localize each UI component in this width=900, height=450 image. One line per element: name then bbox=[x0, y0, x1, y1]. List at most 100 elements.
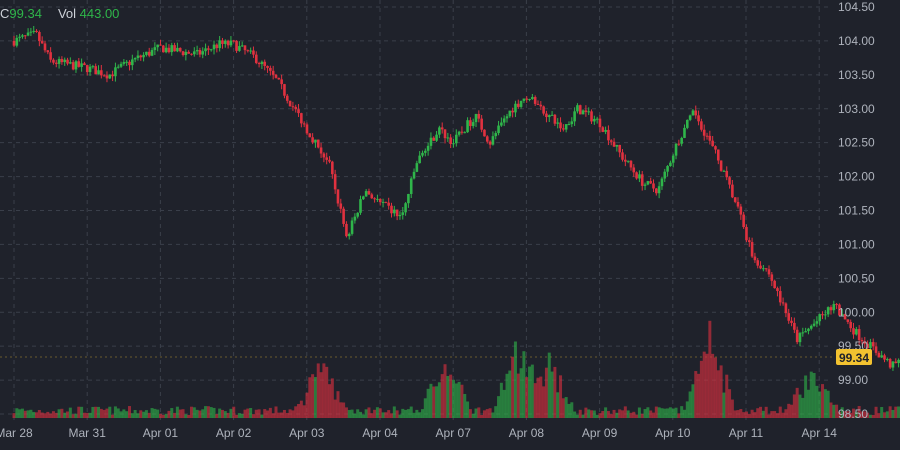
volume-bar bbox=[725, 375, 728, 418]
volume-bar bbox=[210, 407, 213, 418]
volume-bar bbox=[260, 415, 263, 418]
candle-body bbox=[148, 52, 151, 56]
volume-bar bbox=[269, 408, 272, 418]
candle-body bbox=[832, 304, 835, 310]
candle-body bbox=[663, 172, 666, 179]
candle-body bbox=[339, 203, 342, 208]
candle-body bbox=[447, 137, 450, 138]
volume-bar bbox=[601, 411, 604, 418]
candle-body bbox=[337, 189, 340, 203]
volume-bar bbox=[249, 408, 252, 418]
candle-body bbox=[647, 181, 650, 184]
volume-bar bbox=[29, 410, 32, 418]
candle-body bbox=[269, 68, 272, 71]
candle-body bbox=[69, 62, 72, 63]
volume-bar bbox=[41, 413, 44, 418]
candle-body bbox=[570, 121, 573, 124]
volume-bar bbox=[246, 409, 249, 418]
volume-bar bbox=[669, 407, 672, 418]
candle-body bbox=[354, 217, 357, 221]
candle-body bbox=[568, 124, 571, 125]
volume-bar bbox=[494, 406, 497, 418]
volume-bar bbox=[218, 409, 221, 418]
volume-bar bbox=[469, 409, 472, 418]
volume-bar bbox=[460, 385, 463, 418]
candle-body bbox=[342, 209, 345, 224]
candle-body bbox=[458, 132, 461, 135]
candle-body bbox=[776, 288, 779, 291]
volume-bar bbox=[266, 410, 269, 418]
candle-body bbox=[478, 114, 481, 119]
candle-body bbox=[44, 43, 47, 50]
candle-body bbox=[601, 127, 604, 132]
candle-body bbox=[556, 123, 559, 124]
volume-bar bbox=[198, 411, 201, 418]
volume-bar bbox=[334, 400, 337, 418]
y-tick-label: 103.50 bbox=[838, 68, 875, 82]
volume-bar bbox=[711, 354, 714, 418]
volume-bar bbox=[804, 376, 807, 418]
candle-body bbox=[607, 130, 610, 140]
volume-bar bbox=[796, 388, 799, 418]
volume-bar bbox=[145, 410, 148, 418]
volume-bar bbox=[305, 393, 308, 418]
volume-bar bbox=[731, 400, 734, 418]
candle-body bbox=[393, 210, 396, 214]
candle-body bbox=[108, 74, 111, 78]
candle-body bbox=[86, 65, 89, 72]
candle-body bbox=[599, 119, 602, 128]
candle-body bbox=[156, 45, 159, 48]
candle-body bbox=[309, 133, 312, 137]
volume-bar bbox=[829, 402, 832, 418]
volume-bar bbox=[308, 377, 311, 418]
volume-bar bbox=[559, 375, 562, 418]
volume-bar bbox=[567, 404, 570, 418]
candle-body bbox=[401, 212, 404, 215]
candle-body bbox=[97, 70, 100, 74]
volume-bar bbox=[35, 412, 38, 418]
candle-body bbox=[261, 62, 264, 64]
volume-bar bbox=[751, 410, 754, 418]
candle-body bbox=[317, 140, 320, 148]
y-tick-label: 103.00 bbox=[838, 102, 875, 116]
volume-bar bbox=[367, 407, 370, 418]
candle-body bbox=[610, 140, 613, 141]
volume-bar bbox=[452, 380, 455, 418]
candle-body bbox=[582, 110, 585, 114]
volume-bar bbox=[348, 410, 351, 418]
volume-bar bbox=[325, 367, 328, 418]
candle-body bbox=[768, 269, 771, 274]
candle-body bbox=[139, 56, 142, 58]
volume-bar bbox=[596, 415, 599, 418]
volume-bar bbox=[776, 413, 779, 418]
candle-body bbox=[852, 328, 855, 334]
candle-body bbox=[61, 59, 64, 62]
y-tick-label: 104.00 bbox=[838, 34, 875, 48]
candle-body bbox=[644, 185, 647, 186]
volume-bar bbox=[587, 409, 590, 418]
candle-body bbox=[385, 202, 388, 203]
candle-body bbox=[455, 135, 458, 143]
candle-body bbox=[616, 145, 619, 147]
candle-body bbox=[773, 281, 776, 288]
candle-body bbox=[892, 362, 895, 368]
candle-body bbox=[179, 48, 182, 51]
candle-body bbox=[331, 162, 334, 174]
volume-bar bbox=[762, 411, 765, 418]
candle-body bbox=[821, 314, 824, 315]
volume-bar bbox=[745, 412, 748, 418]
volume-bar bbox=[356, 409, 359, 418]
candle-body bbox=[711, 141, 714, 146]
candle-body bbox=[658, 186, 661, 193]
candle-body bbox=[444, 129, 447, 138]
candle-body bbox=[376, 199, 379, 200]
candle-body bbox=[438, 127, 441, 134]
candle-body bbox=[131, 59, 134, 65]
volume-bar bbox=[491, 413, 494, 418]
volume-bar bbox=[258, 409, 261, 418]
candle-body bbox=[137, 56, 140, 59]
volume-bar bbox=[534, 383, 537, 418]
